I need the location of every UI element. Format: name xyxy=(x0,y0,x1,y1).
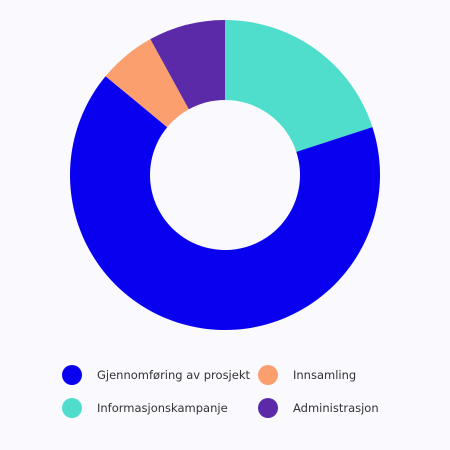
legend-swatch xyxy=(258,398,278,418)
legend-item[interactable]: Gjennomføring av prosjekt xyxy=(62,361,250,389)
legend-label: Gjennomføring av prosjekt xyxy=(97,368,250,382)
legend-item[interactable]: Administrasjon xyxy=(258,394,379,422)
donut-slice-informasjonskampanje[interactable] xyxy=(225,20,373,152)
legend-swatch xyxy=(258,365,278,385)
chart-legend: Gjennomføring av prosjekt Innsamling Infor… xyxy=(0,358,450,428)
legend-swatch xyxy=(62,365,82,385)
donut-slice-gjennomf-ring-av-prosjekt[interactable] xyxy=(69,76,380,330)
legend-label: Administrasjon xyxy=(293,401,379,415)
legend-label: Innsamling xyxy=(293,368,357,382)
legend-label: Informasjonskampanje xyxy=(97,401,228,415)
legend-item[interactable]: Innsamling xyxy=(258,361,356,389)
legend-item[interactable]: Informasjonskampanje xyxy=(62,394,228,422)
donut-slice-administrasjon[interactable] xyxy=(150,20,225,110)
legend-swatch xyxy=(62,398,82,418)
donut-slice-innsamling[interactable] xyxy=(105,39,189,128)
